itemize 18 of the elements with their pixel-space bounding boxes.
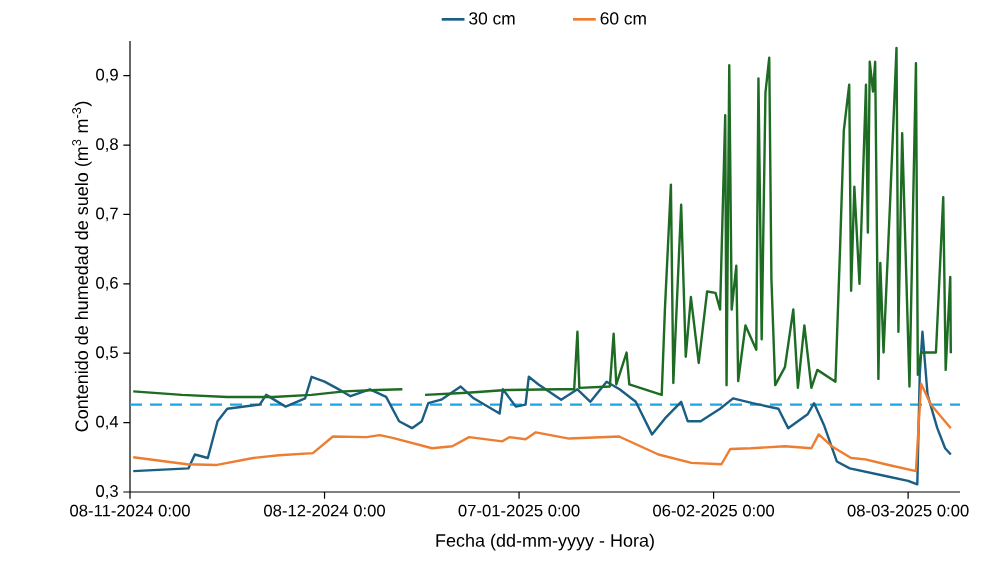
x-tick-label: 06-02-2025 0:00 xyxy=(653,504,775,517)
y-axis-title: Contenido de humedad de suelo (m$^{3}$ m$^{-3}$) xyxy=(72,101,92,432)
x-tick-label: 08-03-2025 0:00 xyxy=(847,504,969,517)
legend-label: 60 cm xyxy=(600,12,646,25)
y-tick-label: 0,6 xyxy=(96,276,118,291)
y-tick-label: 0,3 xyxy=(96,485,118,499)
x-tick-label: 08-11-2024 0:00 xyxy=(70,504,190,517)
y-tick-label: 0,4 xyxy=(96,415,119,430)
x-axis-title: Fecha (dd-mm-yyyy - Hora) xyxy=(436,533,654,551)
line-series xyxy=(132,382,953,473)
line-series xyxy=(132,330,953,486)
y-tick-label: 0,9 xyxy=(96,68,118,83)
legend-label: 30 cm xyxy=(469,12,515,25)
x-tick-label: 08-12-2024 0:00 xyxy=(264,504,385,517)
y-tick-label: 0,5 xyxy=(96,346,118,361)
y-tick-label: 0,7 xyxy=(96,207,118,222)
x-tick-label: 07-01-2025 0:00 xyxy=(458,504,580,517)
y-tick-label: 0,8 xyxy=(96,138,118,152)
